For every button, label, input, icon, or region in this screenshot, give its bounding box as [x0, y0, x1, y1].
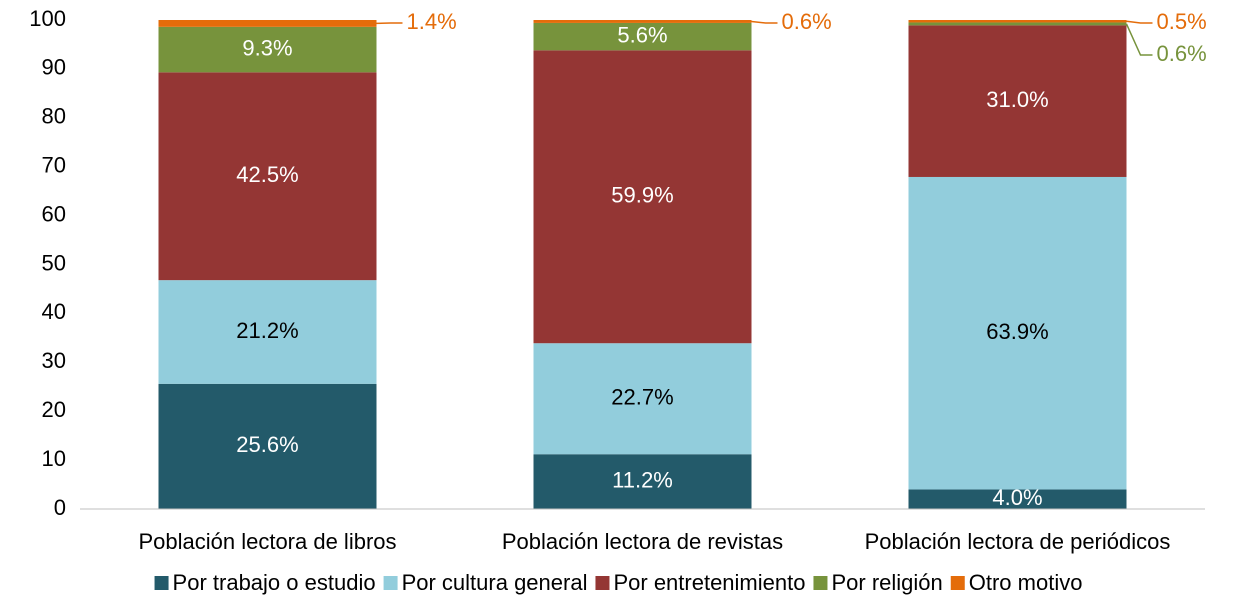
legend-swatch: [154, 576, 169, 590]
bar-segment: [158, 383, 377, 509]
bar-segment: [908, 20, 1127, 23]
bar-segment: [158, 26, 377, 73]
y-tick-label: 0: [54, 495, 66, 520]
leader-line: [1126, 20, 1153, 24]
y-tick-label: 90: [42, 55, 66, 80]
bar-segment: [533, 454, 752, 509]
leader-line: [1125, 23, 1153, 56]
y-tick-label: 40: [42, 299, 66, 324]
legend-swatch: [595, 576, 610, 590]
legend-swatch: [813, 576, 828, 590]
data-label: 59.9%: [611, 183, 673, 208]
y-tick-label: 10: [42, 446, 66, 471]
data-label: 63.9%: [986, 319, 1048, 344]
legend-label: Por entretenimiento: [613, 570, 805, 595]
data-label: 31.0%: [986, 87, 1048, 112]
data-label: 0.6%: [1157, 41, 1207, 66]
data-label: 5.6%: [617, 22, 667, 47]
y-tick-label: 20: [42, 397, 66, 422]
data-label: 0.6%: [782, 9, 832, 34]
data-label: 25.6%: [236, 432, 298, 457]
y-tick-label: 50: [42, 250, 66, 275]
data-label: 11.2%: [612, 467, 673, 492]
data-label: 21.2%: [236, 318, 298, 343]
y-tick-label: 80: [42, 104, 66, 129]
y-tick-label: 70: [42, 153, 66, 178]
bar-segment: [533, 343, 752, 455]
bar-segment: [158, 72, 377, 281]
x-tick-label: Población lectora de periódicos: [865, 529, 1171, 554]
data-label: 42.5%: [236, 162, 298, 187]
x-tick-label: Población lectora de libros: [138, 529, 396, 554]
y-tick-label: 100: [29, 6, 66, 31]
data-label: 1.4%: [407, 9, 457, 34]
y-tick-label: 30: [42, 348, 66, 373]
bar-segment: [533, 22, 752, 51]
bar-segment: [158, 20, 377, 27]
bar-segment: [908, 176, 1127, 490]
leader-line: [751, 20, 778, 24]
x-tick-label: Población lectora de revistas: [502, 529, 783, 554]
bar-segment: [158, 280, 377, 384]
legend-label: Por trabajo o estudio: [173, 570, 376, 595]
legend-label: Por cultura general: [402, 570, 588, 595]
y-tick-label: 60: [42, 201, 66, 226]
legend-swatch: [383, 576, 398, 590]
bar-segment: [908, 25, 1127, 177]
bar-segment: [533, 50, 752, 344]
data-label: 22.7%: [611, 385, 673, 410]
legend-swatch: [950, 576, 965, 590]
data-label: 0.5%: [1157, 9, 1207, 34]
bar-segment: [908, 489, 1127, 509]
bar-segment: [533, 20, 752, 23]
data-label: 9.3%: [242, 35, 292, 60]
legend-label: Otro motivo: [969, 570, 1083, 595]
bar-segment: [908, 22, 1127, 26]
legend-label: Por religión: [831, 570, 942, 595]
